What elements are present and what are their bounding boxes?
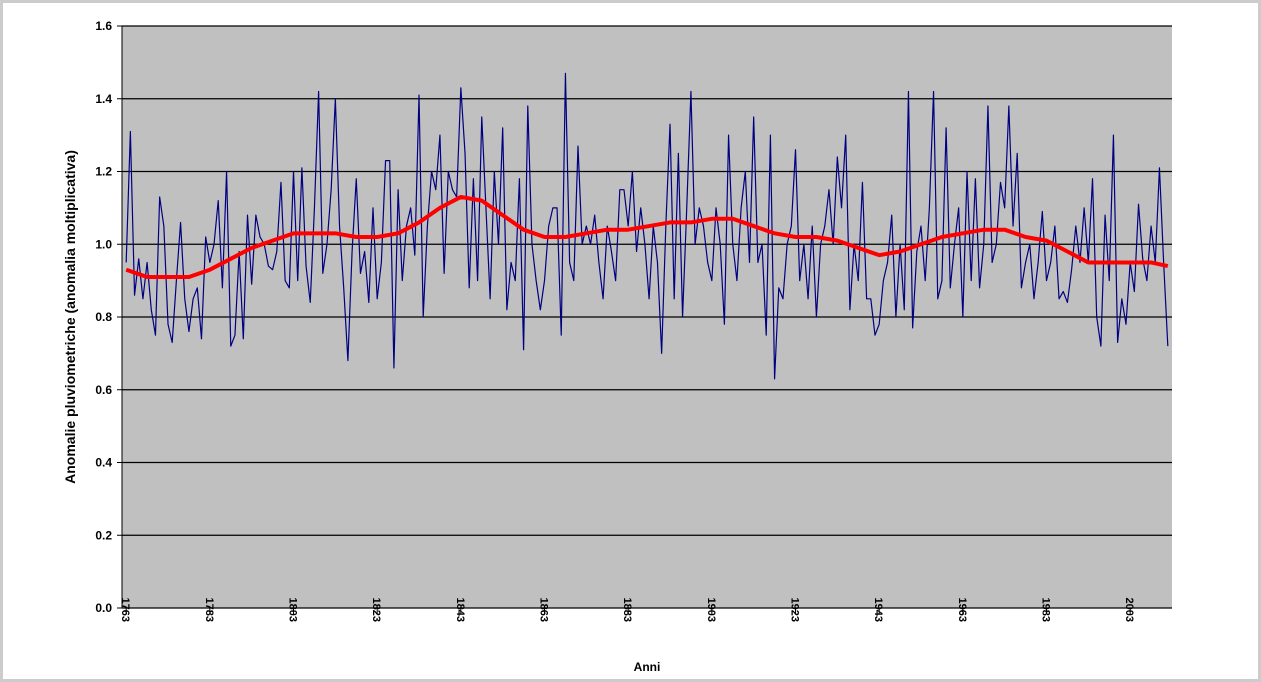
x-axis-title: Anni bbox=[634, 660, 661, 674]
y-tick-label: 1.4 bbox=[95, 92, 112, 106]
x-tick-label: 1843 bbox=[454, 598, 466, 622]
data-line bbox=[125, 72, 1169, 380]
x-tick-label: 2003 bbox=[1123, 598, 1135, 622]
y-tick-label: 0.6 bbox=[95, 383, 112, 397]
x-tick-label: 1943 bbox=[872, 598, 884, 622]
y-tick-label: 0.8 bbox=[95, 310, 112, 324]
data-line bbox=[125, 194, 1169, 279]
x-tick-label: 1803 bbox=[287, 598, 299, 622]
x-tick-label: 1823 bbox=[370, 598, 382, 622]
y-axis-title: Anomalie pluviometriche (anomalia moltip… bbox=[62, 150, 78, 484]
x-tick-label: 1983 bbox=[1040, 598, 1052, 622]
x-tick-label: 1963 bbox=[956, 598, 968, 622]
x-tick-label: 1863 bbox=[538, 598, 550, 622]
x-tick-label: 1923 bbox=[789, 598, 801, 622]
x-tick-label: 1903 bbox=[705, 598, 717, 622]
x-tick-label: 1883 bbox=[621, 598, 633, 622]
x-tick-label: 1783 bbox=[203, 598, 215, 622]
y-tick-label: 1.0 bbox=[95, 237, 112, 251]
y-tick-label: 0.2 bbox=[95, 528, 112, 542]
y-tick-label: 0.4 bbox=[95, 456, 112, 470]
y-tick-label: 1.6 bbox=[95, 19, 112, 33]
y-tick-label: 1.2 bbox=[95, 165, 112, 179]
y-tick-label: 0.0 bbox=[95, 601, 112, 615]
x-tick-label: 1763 bbox=[119, 598, 131, 622]
